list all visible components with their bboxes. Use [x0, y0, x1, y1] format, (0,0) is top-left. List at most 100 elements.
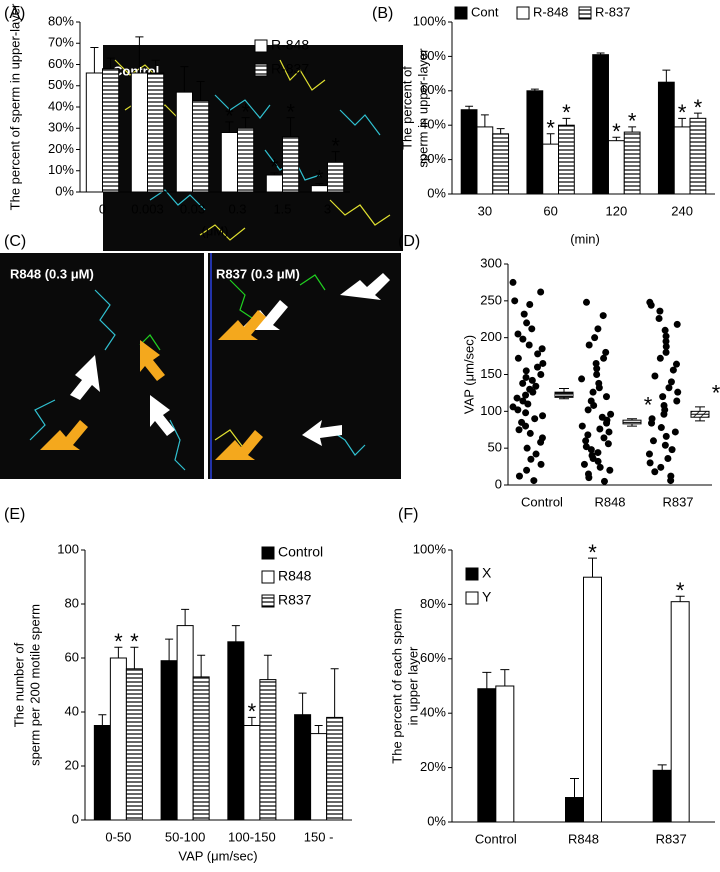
- data-point: [646, 459, 654, 467]
- error-bar: [496, 128, 505, 134]
- data-point: [523, 466, 531, 474]
- y-tick-label: 100%: [413, 541, 447, 556]
- bar: [542, 143, 560, 195]
- data-point: [532, 450, 540, 458]
- error-bar: [562, 117, 571, 126]
- panel-label: (B): [372, 5, 393, 22]
- data-point: [526, 301, 534, 309]
- legend-label: Control: [278, 544, 323, 560]
- x-tick-label: 0.3: [228, 201, 246, 216]
- significance-mark: *: [628, 109, 637, 134]
- y-tick-label: 70%: [48, 35, 74, 50]
- data-point: [662, 432, 670, 440]
- data-point: [655, 315, 663, 323]
- data-point: [587, 446, 595, 454]
- data-point: [648, 419, 656, 427]
- legend-swatch: [261, 546, 275, 560]
- significance-mark: *: [562, 100, 571, 125]
- data-point: [661, 326, 669, 334]
- data-point: [607, 410, 615, 418]
- micrograph: [0, 253, 204, 479]
- data-point: [657, 424, 665, 432]
- legend-label: X: [482, 565, 492, 581]
- x-tick-label: 60: [543, 203, 557, 218]
- significance-mark: *: [712, 381, 720, 406]
- error-bar: [181, 608, 190, 626]
- y-tick-label: 50%: [48, 77, 74, 92]
- panel-label: (C): [4, 233, 26, 250]
- error-bar: [330, 668, 339, 718]
- data-point: [534, 350, 542, 358]
- data-point: [596, 425, 604, 433]
- data-point: [602, 393, 610, 401]
- error-bar: [314, 725, 323, 734]
- bar: [652, 769, 672, 823]
- x-tick-label: R837: [656, 831, 687, 846]
- bar: [259, 679, 277, 821]
- panel-label: (A): [4, 5, 25, 22]
- x-tick-label: 30: [478, 203, 492, 218]
- y-tick-label: 10%: [48, 162, 74, 177]
- y-tick-label: 0%: [55, 183, 74, 198]
- x-axis-label: VAP (μm/sec): [178, 848, 257, 863]
- x-tick-label: 100-150: [228, 829, 276, 844]
- error-bar: [106, 57, 115, 69]
- x-tick-label: 0.003: [131, 201, 164, 216]
- data-point: [530, 477, 538, 485]
- bar: [237, 127, 255, 193]
- error-bar: [596, 52, 605, 55]
- data-point: [661, 441, 669, 449]
- error-bar: [298, 692, 307, 715]
- data-point: [668, 446, 676, 454]
- data-point: [537, 438, 545, 446]
- bar: [192, 100, 210, 193]
- data-point: [522, 409, 530, 417]
- data-point: [585, 341, 593, 349]
- legend-swatch: [465, 567, 479, 581]
- x-tick-label: Control: [475, 831, 517, 846]
- data-point: [522, 391, 530, 399]
- bar: [93, 725, 111, 821]
- x-tick-label: 0.03: [180, 201, 205, 216]
- y-tick-label: 60%: [48, 56, 74, 71]
- y-tick-label: 0: [495, 476, 502, 491]
- error-bar: [588, 557, 597, 578]
- y-tick-label: 80: [65, 595, 79, 610]
- data-point: [591, 334, 599, 342]
- y-tick-label: 40: [65, 703, 79, 718]
- y-tick-label: 80%: [48, 13, 74, 28]
- error-bar: [570, 777, 579, 798]
- bar: [592, 54, 609, 195]
- data-point: [514, 354, 522, 362]
- data-point: [673, 397, 681, 405]
- data-point: [515, 426, 523, 434]
- data-point: [522, 367, 530, 375]
- error-bar: [196, 81, 205, 101]
- data-point: [602, 348, 610, 356]
- y-tick-label: 250: [480, 292, 502, 307]
- error-bar: [480, 114, 489, 127]
- data-point: [589, 388, 597, 396]
- data-point: [656, 307, 664, 315]
- arrows: [40, 273, 390, 460]
- legend-label: R-848: [271, 37, 309, 53]
- data-point: [606, 466, 614, 474]
- error-bar: [500, 669, 510, 686]
- data-point: [578, 422, 586, 430]
- data-point: [600, 434, 608, 442]
- error-bar: [315, 183, 324, 186]
- data-point: [662, 348, 670, 356]
- x-tick-label: 150 -: [304, 829, 334, 844]
- significance-mark: *: [678, 100, 687, 125]
- data-point: [671, 428, 679, 436]
- y-axis-label: The number of: [11, 642, 26, 727]
- data-point: [523, 444, 531, 452]
- bar: [657, 81, 675, 195]
- panel-label: (F): [398, 506, 418, 523]
- x-tick-label: 240: [671, 203, 693, 218]
- y-tick-label: 60%: [420, 82, 446, 97]
- y-tick-label: 20%: [420, 151, 446, 166]
- y-axis-label: sperm in upper-layer: [415, 48, 430, 168]
- micrograph-group: Control R848 (0.3 μM) R837 (0.3 μM) (C): [0, 45, 403, 479]
- error-bar: [165, 638, 174, 661]
